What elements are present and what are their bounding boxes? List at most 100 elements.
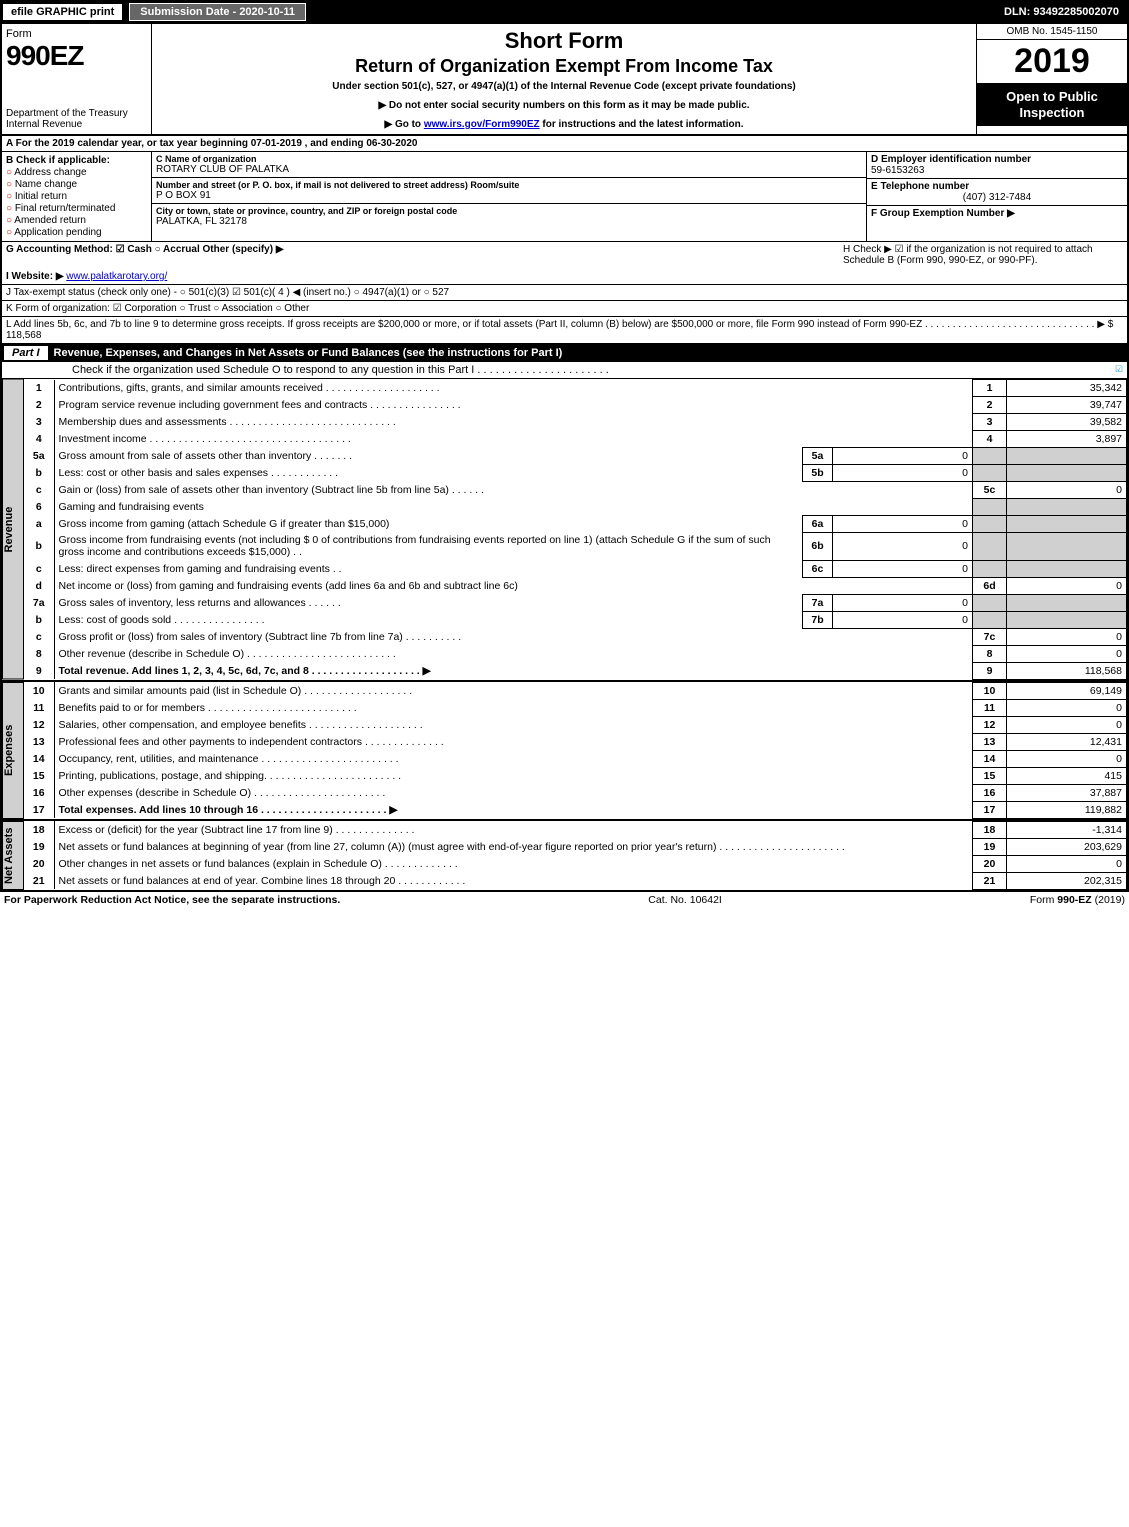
desc-8: Other revenue (describe in Schedule O) .…	[54, 645, 973, 662]
ln-17: 17	[24, 801, 54, 818]
chk-initial-return[interactable]: Initial return	[6, 191, 147, 202]
website-link[interactable]: www.palatkarotary.org/	[66, 271, 167, 282]
ln-9: 9	[24, 662, 54, 679]
submission-date-button[interactable]: Submission Date - 2020-10-11	[129, 3, 306, 21]
org-city-label: City or town, state or province, country…	[156, 206, 862, 216]
sh-5a	[973, 448, 1007, 465]
rv-14: 0	[1007, 750, 1127, 767]
desc-10: Grants and similar amounts paid (list in…	[54, 682, 973, 699]
desc-2: Program service revenue including govern…	[54, 397, 973, 414]
ln-18: 18	[24, 821, 54, 838]
rv-8: 0	[1007, 645, 1127, 662]
rn-12: 12	[973, 716, 1007, 733]
rv-19: 203,629	[1007, 838, 1127, 855]
desc-15: Printing, publications, postage, and shi…	[54, 767, 973, 784]
net-assets-table: 18Excess or (deficit) for the year (Subt…	[24, 821, 1127, 890]
footer-left: For Paperwork Reduction Act Notice, see …	[4, 894, 340, 906]
info-grid: B Check if applicable: Address change Na…	[2, 152, 1127, 242]
desc-9: Total revenue. Add lines 1, 2, 3, 4, 5c,…	[54, 662, 973, 679]
part-i-checkbox[interactable]: ☑	[1113, 364, 1125, 376]
rn-13: 13	[973, 733, 1007, 750]
rn-7c: 7c	[973, 628, 1007, 645]
mv-7b: 0	[833, 611, 973, 628]
mv-6a: 0	[833, 515, 973, 532]
chk-final-return[interactable]: Final return/terminated	[6, 203, 147, 214]
shv-7a	[1007, 594, 1127, 611]
goto-post: for instructions and the latest informat…	[540, 119, 744, 130]
desc-20: Other changes in net assets or fund bala…	[54, 855, 973, 872]
revenue-section: Revenue 1Contributions, gifts, grants, a…	[2, 379, 1127, 680]
accounting-method: G Accounting Method: ☑ Cash ○ Accrual Ot…	[6, 244, 843, 255]
rv-16: 37,887	[1007, 784, 1127, 801]
page-footer: For Paperwork Reduction Act Notice, see …	[0, 892, 1129, 908]
chk-name-change[interactable]: Name change	[6, 179, 147, 190]
mn-7a: 7a	[803, 594, 833, 611]
row-l-gross-receipts: L Add lines 5b, 6c, and 7b to line 9 to …	[2, 317, 1127, 344]
ssn-warning: ▶ Do not enter social security numbers o…	[156, 100, 972, 111]
ln-5c: c	[24, 482, 54, 499]
shv-6a	[1007, 515, 1127, 532]
org-city-value: PALATKA, FL 32178	[156, 216, 862, 227]
rv-18: -1,314	[1007, 821, 1127, 838]
desc-6: Gaming and fundraising events	[54, 499, 973, 516]
open-to-public: Open to Public Inspection	[977, 83, 1127, 126]
rn-19: 19	[973, 838, 1007, 855]
rn-11: 11	[973, 699, 1007, 716]
ln-20: 20	[24, 855, 54, 872]
ln-13: 13	[24, 733, 54, 750]
rv-11: 0	[1007, 699, 1127, 716]
rn-9: 9	[973, 662, 1007, 679]
rv-4: 3,897	[1007, 431, 1127, 448]
chk-application-pending[interactable]: Application pending	[6, 227, 147, 238]
header-left: Form 990EZ Department of the Treasury In…	[2, 24, 152, 134]
row-l-text: L Add lines 5b, 6c, and 7b to line 9 to …	[6, 319, 1108, 330]
row-h-schedule-b: H Check ▶ ☑ if the organization is not r…	[843, 244, 1123, 282]
header-mid: Short Form Return of Organization Exempt…	[152, 24, 977, 134]
rn-14: 14	[973, 750, 1007, 767]
mn-6a: 6a	[803, 515, 833, 532]
goto-line: ▶ Go to www.irs.gov/Form990EZ for instru…	[156, 119, 972, 130]
rn-10: 10	[973, 682, 1007, 699]
sh-7a	[973, 594, 1007, 611]
rv-17: 119,882	[1007, 801, 1127, 818]
rv-21: 202,315	[1007, 872, 1127, 889]
top-bar: efile GRAPHIC print Submission Date - 20…	[0, 0, 1129, 24]
part-i-badge: Part I	[4, 346, 48, 360]
shv-5b	[1007, 465, 1127, 482]
rv-9: 118,568	[1007, 662, 1127, 679]
part-i-header: Part I Revenue, Expenses, and Changes in…	[2, 344, 1127, 362]
ln-5a: 5a	[24, 448, 54, 465]
shv-6	[1007, 499, 1127, 516]
desc-21: Net assets or fund balances at end of ye…	[54, 872, 973, 889]
omb-number: OMB No. 1545-1150	[977, 24, 1127, 40]
sh-6b	[973, 532, 1007, 560]
desc-6c: Less: direct expenses from gaming and fu…	[54, 560, 803, 577]
ln-21: 21	[24, 872, 54, 889]
rv-1: 35,342	[1007, 380, 1127, 397]
footer-form: 990-EZ	[1057, 894, 1091, 906]
form-frame: Form 990EZ Department of the Treasury In…	[0, 24, 1129, 892]
ln-2: 2	[24, 397, 54, 414]
mn-5b: 5b	[803, 465, 833, 482]
efile-print-button[interactable]: efile GRAPHIC print	[2, 3, 123, 21]
ln-12: 12	[24, 716, 54, 733]
ln-16: 16	[24, 784, 54, 801]
desc-5c: Gain or (loss) from sale of assets other…	[54, 482, 973, 499]
col-c-org-info: C Name of organization ROTARY CLUB OF PA…	[152, 152, 867, 241]
rv-3: 39,582	[1007, 414, 1127, 431]
shv-6b	[1007, 532, 1127, 560]
ln-15: 15	[24, 767, 54, 784]
rv-20: 0	[1007, 855, 1127, 872]
ln-14: 14	[24, 750, 54, 767]
rn-3: 3	[973, 414, 1007, 431]
rv-6d: 0	[1007, 577, 1127, 594]
expenses-side-label: Expenses	[2, 682, 24, 819]
irs-link[interactable]: www.irs.gov/Form990EZ	[424, 119, 540, 130]
ln-8: 8	[24, 645, 54, 662]
rv-15: 415	[1007, 767, 1127, 784]
tax-year: 2019	[977, 40, 1127, 83]
desc-7c: Gross profit or (loss) from sales of inv…	[54, 628, 973, 645]
chk-address-change[interactable]: Address change	[6, 167, 147, 178]
chk-amended-return[interactable]: Amended return	[6, 215, 147, 226]
desc-5b: Less: cost or other basis and sales expe…	[54, 465, 803, 482]
